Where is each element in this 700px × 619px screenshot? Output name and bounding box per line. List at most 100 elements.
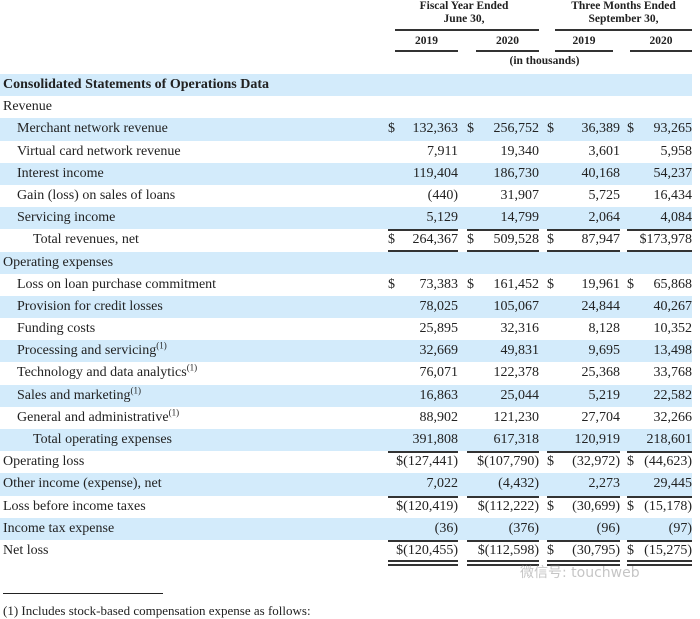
- row-label-text: Operating expenses: [3, 254, 114, 270]
- value-cell: 121,230: [493, 409, 540, 425]
- table-row: Technology and data analytics(1) 76,071 12…: [0, 362, 700, 384]
- value-cell: 8,128: [588, 321, 621, 337]
- underline: [467, 229, 539, 232]
- currency-symbol: $: [547, 454, 554, 470]
- row-label: Income tax expense: [3, 518, 114, 540]
- row-label-text: Total revenues, net: [33, 232, 139, 248]
- value-number: 264,367: [412, 232, 459, 248]
- value-cell: 25,368: [581, 365, 621, 381]
- row-label-text: Operating loss: [3, 454, 85, 470]
- value-cell: 2,273: [588, 476, 621, 492]
- table-row: Gain (loss) on sales of loans (440) 31,907…: [0, 185, 700, 207]
- table-row: Servicing income 5,129 14,799 2,064 4,084: [0, 207, 693, 232]
- header-rule: [395, 29, 539, 31]
- table-row: Funding costs 25,895 32,316 8,128 10,352: [0, 318, 700, 340]
- value-number: (30,795): [572, 542, 620, 558]
- value-cell: 4,084: [660, 210, 693, 226]
- value-cell: 40,267: [653, 298, 693, 314]
- value-cell: $ (32,972): [547, 451, 620, 473]
- year-rule: [476, 50, 539, 52]
- value-number: 73,383: [419, 276, 459, 292]
- underline: [547, 451, 620, 454]
- value-cell: 88,902: [419, 409, 459, 425]
- row-label-text: Interest income: [17, 165, 104, 181]
- value-number: 256,752: [493, 121, 540, 137]
- value-cell: $(127,441): [396, 454, 458, 470]
- value-cell: 54,237: [653, 165, 693, 181]
- value-cell: 14,799: [500, 210, 540, 226]
- value-cell: 49,831: [500, 343, 540, 359]
- value-cell: $ (15,275): [627, 540, 692, 562]
- row-label: Virtual card network revenue: [17, 141, 181, 163]
- row-label: Total operating expenses: [33, 429, 172, 451]
- value-cell: 617,318: [493, 432, 540, 447]
- table-row: Interest income 119,404 186,730 40,168 54,23…: [0, 162, 693, 185]
- value-cell: 5,958: [660, 143, 693, 159]
- row-label: Gain (loss) on sales of loans: [17, 185, 175, 207]
- row-label-text: Other income (expense), net: [3, 476, 162, 492]
- value-cell: (440): [427, 187, 458, 203]
- table-row: Operating expenses: [0, 251, 692, 274]
- value-cell: 5,219: [588, 387, 621, 403]
- fiscal-year-title: Fiscal Year Ended: [419, 0, 509, 12]
- value-number: 161,452: [493, 276, 540, 292]
- value-cell: 24,844: [581, 298, 621, 314]
- value-number: 93,265: [653, 121, 693, 137]
- underline: [467, 451, 539, 454]
- row-label: Funding costs: [17, 318, 95, 340]
- row-label-text: Loss on loan purchase commitment: [17, 276, 217, 292]
- row-label: Technology and data analytics(1): [17, 362, 197, 384]
- row-label-text: Total operating expenses: [33, 432, 172, 447]
- value-cell: 29,445: [653, 476, 693, 492]
- currency-symbol: $: [388, 121, 395, 137]
- footnote-marker: (1): [186, 362, 198, 373]
- row-label: Loss on loan purchase commitment: [17, 274, 216, 296]
- currency-symbol: $: [547, 276, 554, 292]
- footnote-marker: (1): [156, 340, 167, 351]
- value-number: 132,363: [412, 121, 459, 137]
- currency-symbol: $: [627, 542, 634, 558]
- fiscal-year-date: June 30,: [443, 13, 485, 25]
- row-label-text: Consolidated Statements of Operations Da…: [3, 77, 269, 92]
- underline: [547, 539, 620, 542]
- underline: [467, 495, 539, 498]
- value-cell: $(112,222): [477, 498, 539, 514]
- footnote: (1) Includes stock-based compensation ex…: [3, 603, 311, 618]
- value-cell: $509,528: [467, 229, 539, 251]
- value-cell: 5,129: [426, 210, 459, 226]
- row-label: Servicing income: [17, 207, 115, 229]
- value-cell: 120,919: [574, 432, 621, 447]
- value-cell: $264,367: [388, 229, 458, 251]
- three-months-date: September 30,: [588, 13, 659, 25]
- currency-symbol: $: [547, 498, 554, 514]
- double-underline: [388, 560, 458, 567]
- value-number: (44,623): [644, 454, 692, 470]
- table-row: Sales and marketing(1) 16,863 25,044 5,219 2…: [0, 384, 692, 407]
- row-label: Total revenues, net: [33, 229, 139, 251]
- row-label: Consolidated Statements of Operations Da…: [3, 74, 269, 96]
- value-cell: 122,378: [493, 365, 540, 381]
- row-label-text: Sales and marketing: [17, 387, 131, 403]
- year-rule: [395, 50, 458, 52]
- row-label-text: Processing and servicing: [17, 343, 157, 359]
- footnote-rule: [3, 593, 163, 594]
- currency-symbol: $: [627, 454, 634, 470]
- value-cell: 218,601: [646, 432, 693, 447]
- value-cell: $36,389: [547, 118, 620, 140]
- row-label-text: Gain (loss) on sales of loans: [17, 187, 176, 203]
- table-row: Consolidated Statements of Operations Da…: [0, 74, 692, 97]
- value-cell: 16,863: [419, 387, 459, 403]
- double-underline: [467, 560, 539, 567]
- table-row: Total operating expenses 391,808 617,318 12…: [0, 429, 693, 454]
- value-cell: $ (15,178): [627, 496, 692, 518]
- row-label: Processing and servicing(1): [17, 340, 167, 362]
- row-label: Operating loss: [3, 451, 84, 473]
- value-cell: $73,383: [388, 274, 458, 296]
- row-label-text: Funding costs: [17, 321, 96, 337]
- table-row: Virtual card network revenue 7,911 19,340 3…: [0, 141, 700, 163]
- value-cell: $161,452: [467, 274, 539, 296]
- value-cell: 2,064: [588, 210, 621, 226]
- row-label-text: Net loss: [3, 542, 49, 558]
- value-cell: 3,601: [588, 143, 621, 159]
- value-cell: $132,363: [388, 118, 458, 140]
